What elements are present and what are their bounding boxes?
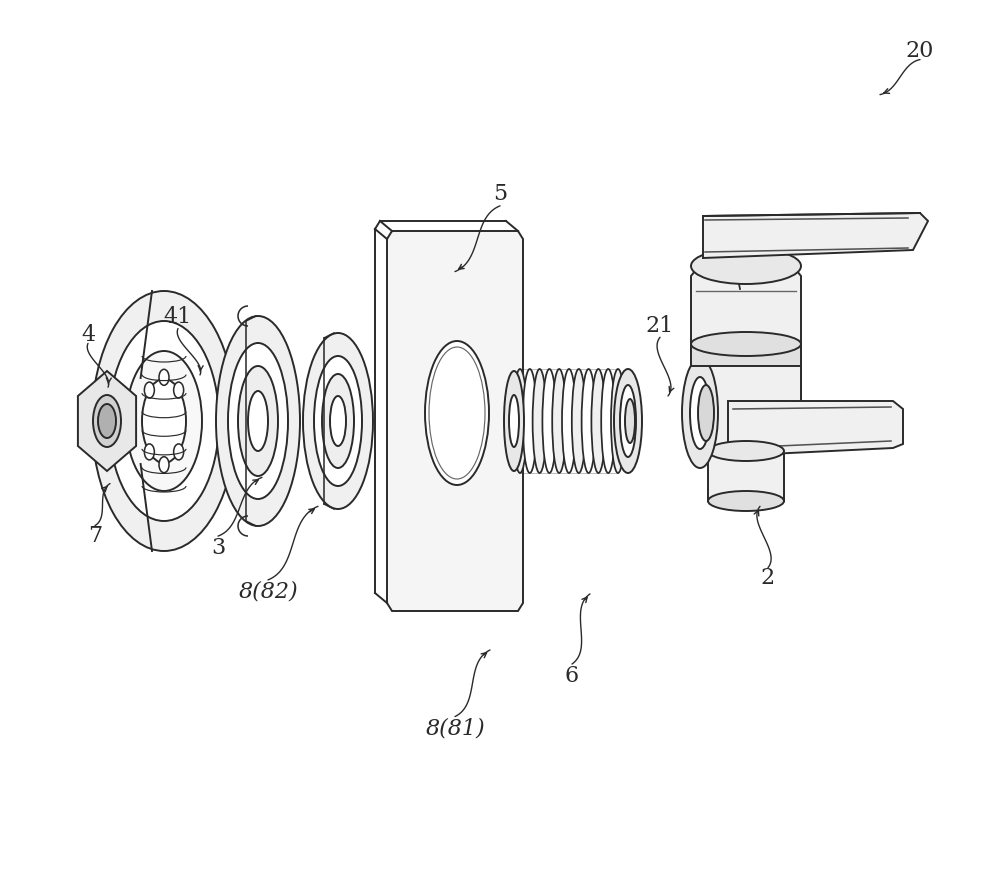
Ellipse shape	[425, 341, 489, 485]
Ellipse shape	[174, 444, 184, 460]
Polygon shape	[691, 366, 801, 451]
Ellipse shape	[708, 441, 784, 461]
Ellipse shape	[93, 395, 121, 447]
Text: 7: 7	[88, 525, 102, 548]
Ellipse shape	[322, 374, 354, 468]
Ellipse shape	[691, 332, 801, 356]
Ellipse shape	[562, 369, 576, 473]
Ellipse shape	[625, 399, 635, 443]
Ellipse shape	[582, 369, 596, 473]
Text: 20: 20	[906, 39, 934, 62]
Ellipse shape	[523, 369, 537, 473]
Text: 21: 21	[646, 314, 674, 337]
Polygon shape	[78, 371, 136, 471]
Ellipse shape	[126, 351, 202, 491]
Ellipse shape	[248, 391, 268, 451]
Ellipse shape	[228, 343, 288, 499]
Ellipse shape	[92, 291, 236, 551]
Ellipse shape	[216, 316, 300, 526]
Ellipse shape	[303, 333, 373, 509]
Bar	[708, 451, 784, 501]
Ellipse shape	[238, 366, 278, 476]
Ellipse shape	[690, 377, 710, 449]
Ellipse shape	[98, 404, 116, 438]
Polygon shape	[703, 213, 928, 258]
Ellipse shape	[708, 491, 784, 511]
Ellipse shape	[611, 369, 625, 473]
Ellipse shape	[144, 444, 154, 460]
Ellipse shape	[572, 369, 586, 473]
Ellipse shape	[174, 382, 184, 398]
Ellipse shape	[542, 369, 556, 473]
Ellipse shape	[698, 385, 714, 441]
Ellipse shape	[620, 385, 636, 457]
Ellipse shape	[601, 369, 615, 473]
Bar	[691, 344, 801, 366]
Text: 6: 6	[565, 665, 579, 688]
Ellipse shape	[691, 248, 801, 284]
Ellipse shape	[552, 369, 566, 473]
Ellipse shape	[682, 358, 718, 468]
Text: 3: 3	[211, 536, 225, 559]
Ellipse shape	[591, 369, 605, 473]
Polygon shape	[728, 401, 903, 456]
Ellipse shape	[513, 369, 527, 473]
Ellipse shape	[314, 356, 362, 486]
Polygon shape	[691, 266, 801, 451]
Ellipse shape	[504, 371, 524, 471]
Ellipse shape	[109, 321, 219, 521]
Text: 41: 41	[164, 306, 192, 328]
Text: 4: 4	[81, 323, 95, 346]
Ellipse shape	[142, 379, 186, 463]
Ellipse shape	[330, 396, 346, 446]
Text: 2: 2	[761, 567, 775, 590]
Ellipse shape	[159, 370, 169, 385]
Ellipse shape	[509, 395, 519, 447]
Text: 8(81): 8(81)	[425, 717, 485, 740]
Text: 5: 5	[493, 183, 507, 206]
Polygon shape	[387, 231, 523, 611]
Ellipse shape	[144, 382, 154, 398]
Ellipse shape	[159, 456, 169, 473]
Ellipse shape	[614, 369, 642, 473]
Bar	[521, 413, 529, 429]
Ellipse shape	[533, 369, 547, 473]
Text: 8(82): 8(82)	[238, 580, 298, 603]
